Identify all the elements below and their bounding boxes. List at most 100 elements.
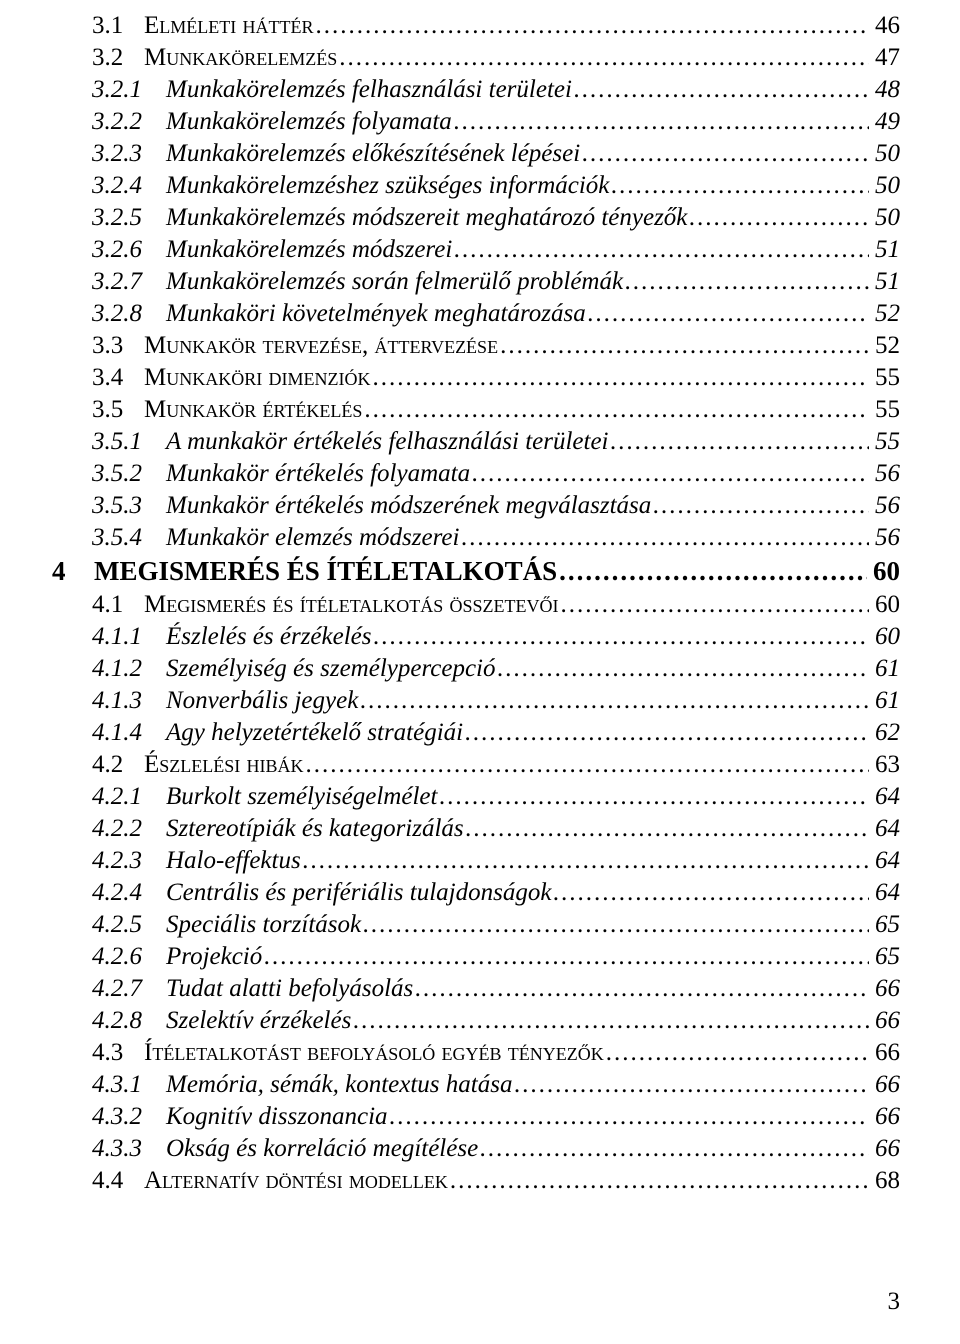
toc-entry-title: Munkakör értékelés módszerének megválasz… [166,490,653,522]
toc-entry: 3.2.7Munkakörelemzés során felmerülő pro… [52,266,900,298]
toc-entry-page: 60 [869,621,900,653]
toc-leader-dots [561,589,869,621]
toc-entry-page: 55 [869,362,900,394]
toc-leader-dots [553,877,869,909]
toc-leader-dots [415,973,869,1005]
toc-entry-title: Munkakörelemzés során felmerülő problémá… [166,266,625,298]
toc-entry: 3.2.4Munkakörelemzéshez szükséges inform… [52,170,900,202]
toc-entry-title: Észlelési hibák [144,749,306,781]
toc-entry-page: 50 [869,202,900,234]
toc-entry: 4.1.1Észlelés és érzékelés 60 [52,621,900,653]
footer-page-number: 3 [888,1286,901,1318]
toc-entry-title: Munkakörelemzés felhasználási területei [166,74,574,106]
toc-entry-number: 4.2.5 [92,909,166,941]
toc-leader-dots [454,234,869,266]
toc-entry: 4.2.5Speciális torzítások 65 [52,909,900,941]
toc-entry-number: 4.3.3 [92,1133,166,1165]
toc-leader-dots [360,685,869,717]
toc-entry: 4.1.3Nonverbális jegyek 61 [52,685,900,717]
toc-leader-dots [500,330,869,362]
toc-entry-number: 4.2.6 [92,941,166,973]
toc-leader-dots [353,1005,869,1037]
toc-entry-title: Munkakörelemzés [144,42,339,74]
toc-entry-page: 52 [869,330,900,362]
toc-entry-number: 3.2.4 [92,170,166,202]
toc-leader-dots [390,1101,869,1133]
toc-entry-title: Észlelés és érzékelés [166,621,373,653]
toc-entry-title: Memória, sémák, kontextus hatása [166,1069,514,1101]
toc-entry-number: 4.1.3 [92,685,166,717]
toc-leader-dots [606,1037,869,1069]
toc-leader-dots [450,1165,869,1197]
toc-entry-title: Agy helyzetértékelő stratégiái [166,717,465,749]
toc-entry-title: Munkakör tervezése, áttervezése [144,330,500,362]
toc-entry-number: 3.2.2 [92,106,166,138]
toc-entry: 4.3.2Kognitív disszonancia 66 [52,1101,900,1133]
toc-entry: 4.1Megismerés és ítéletalkotás összetevő… [52,589,900,621]
toc-entry-number: 4.1.2 [92,653,166,685]
toc-entry-title: Személyiség és személypercepció [166,653,498,685]
toc-entry: 3.4Munkaköri dimenziók 55 [52,362,900,394]
toc-page: 3.1Elméleti háttér 463.2Munkakörelemzés … [0,0,960,1344]
toc-entry: 3.5.2Munkakör értékelés folyamata 56 [52,458,900,490]
toc-entry-number: 4.1.4 [92,717,166,749]
toc-entry: 3.1Elméleti háttér 46 [52,10,900,42]
toc-entry-title: Ítéletalkotást befolyásoló egyéb tényező… [144,1037,606,1069]
toc-entry-number: 3.1 [92,10,144,42]
toc-entry-number: 4.2.2 [92,813,166,845]
toc-entry-title: Halo-effektus [166,845,303,877]
toc-entry-title: Munkaköri dimenziók [144,362,372,394]
toc-entry-number: 3.5.3 [92,490,166,522]
toc-leader-dots [498,653,870,685]
toc-entry: 4.3.3Okság és korreláció megítélése 66 [52,1133,900,1165]
toc-entry-page: 52 [869,298,900,330]
toc-leader-dots [373,621,869,653]
toc-entry: 3.5Munkakör értékelés 55 [52,394,900,426]
toc-leader-dots [439,781,869,813]
toc-leader-dots [472,458,869,490]
toc-entry-number: 4.1.1 [92,621,166,653]
toc-entry-number: 3.2.7 [92,266,166,298]
toc-entry-number: 3.5.4 [92,522,166,554]
toc-entry: 4.2.6Projekció 65 [52,941,900,973]
toc-entry-page: 66 [869,1005,900,1037]
toc-entry-page: 64 [869,813,900,845]
toc-entry-page: 66 [869,1101,900,1133]
toc-leader-dots [653,490,869,522]
toc-leader-dots [480,1133,869,1165]
toc-leader-dots [611,170,869,202]
toc-entry: 4.2.3Halo-effektus 64 [52,845,900,877]
toc-leader-dots [306,749,869,781]
toc-entry: 4.4Alternatív döntési modellek 68 [52,1165,900,1197]
toc-entry-page: 49 [869,106,900,138]
toc-leader-dots [689,202,869,234]
toc-leader-dots [316,10,870,42]
toc-entry-number: 4.2 [92,749,144,781]
toc-entry: 3.2.3Munkakörelemzés előkészítésének lép… [52,138,900,170]
toc-entry: 3.5.3Munkakör értékelés módszerének megv… [52,490,900,522]
toc-entry-title: Okság és korreláció megítélése [166,1133,480,1165]
toc-entry: 3.3Munkakör tervezése, áttervezése 52 [52,330,900,362]
toc-entry-page: 66 [869,1069,900,1101]
toc-entry-title: Munkakörelemzéshez szükséges információk [166,170,611,202]
toc-entry-page: 64 [869,845,900,877]
toc-leader-dots [465,717,869,749]
toc-leader-dots [372,362,869,394]
toc-entry-title: Munkakörelemzés folyamata [166,106,454,138]
toc-entry-title: A munkakör értékelés felhasználási terül… [166,426,611,458]
toc-leader-dots [454,106,869,138]
toc-leader-dots [611,426,870,458]
toc-entry-title: Alternatív döntési modellek [144,1165,450,1197]
toc-entry-title: Munkakör értékelés folyamata [166,458,472,490]
toc-entry-title: Tudat alatti befolyásolás [166,973,415,1005]
toc-leader-dots [514,1069,869,1101]
toc-entry-page: 62 [869,717,900,749]
toc-leader-dots [363,909,869,941]
toc-entry-title: Munkakörelemzés módszerei [166,234,454,266]
toc-entry-page: 55 [869,394,900,426]
toc-entry-title: Munkakörelemzés módszereit meghatározó t… [166,202,689,234]
toc-entry: 3.5.1A munkakör értékelés felhasználási … [52,426,900,458]
toc-entry-page: 61 [869,685,900,717]
toc-list: 3.1Elméleti háttér 463.2Munkakörelemzés … [52,10,900,1197]
toc-entry-page: 61 [869,653,900,685]
